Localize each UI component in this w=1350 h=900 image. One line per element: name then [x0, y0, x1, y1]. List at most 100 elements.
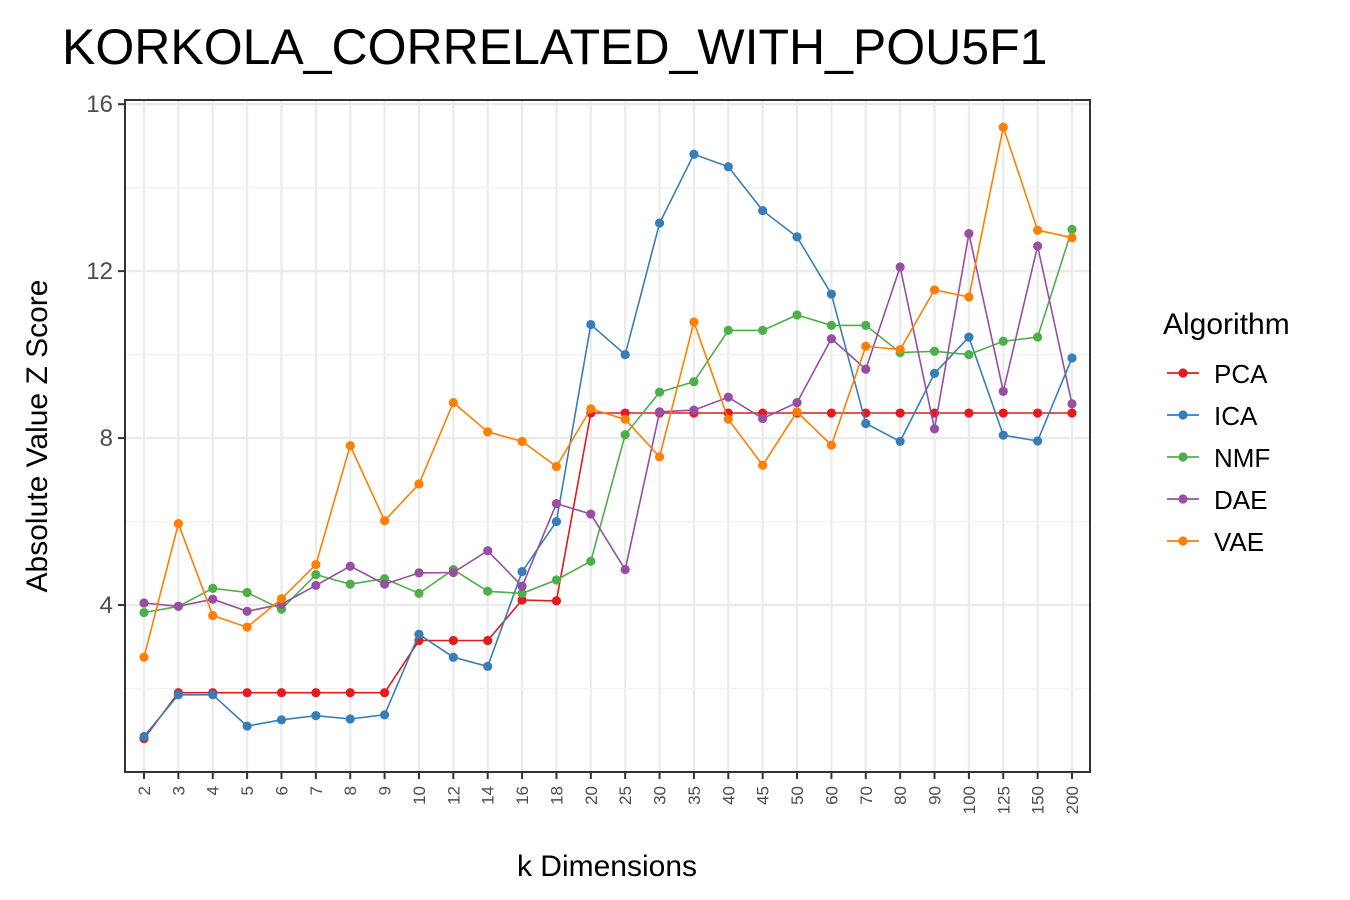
data-point-nmf: [826, 320, 837, 330]
x-tick-label: 80: [891, 786, 910, 805]
legend-item-vae: VAE: [1167, 527, 1264, 557]
x-tick-label: 70: [857, 786, 876, 805]
series-layer: [139, 122, 1077, 744]
legend-label: NMF: [1214, 443, 1270, 473]
data-point-ica: [964, 332, 974, 342]
x-tick-label: 8: [341, 786, 360, 795]
data-point-vae: [345, 441, 355, 451]
x-tick-label: 30: [651, 786, 670, 805]
x-tick-label: 16: [513, 786, 532, 805]
data-point-ica: [895, 436, 905, 447]
data-point-dae: [689, 405, 699, 415]
data-point-vae: [517, 436, 527, 447]
data-point-dae: [379, 579, 390, 589]
data-point-ica: [173, 690, 183, 700]
data-point-nmf: [208, 583, 218, 593]
data-point-ica: [414, 629, 424, 639]
data-point-nmf: [723, 325, 733, 335]
x-tick-label: 45: [754, 786, 773, 805]
plot-background: [125, 100, 1090, 772]
legend-key-point: [1178, 410, 1188, 420]
data-point-pca: [345, 688, 355, 698]
data-point-pca: [1067, 408, 1077, 418]
data-point-vae: [929, 285, 940, 295]
data-point-dae: [139, 598, 149, 608]
data-point-dae: [723, 392, 733, 402]
data-point-nmf: [345, 579, 355, 589]
data-point-nmf: [311, 569, 321, 580]
data-point-pca: [551, 596, 562, 606]
x-tick-label: 25: [616, 786, 635, 805]
series-vae: [139, 122, 1077, 662]
data-point-ica: [861, 418, 871, 429]
data-point-nmf: [929, 346, 940, 356]
x-tick-label: 5: [238, 786, 257, 795]
data-point-pca: [242, 688, 252, 698]
x-tick-label: 10: [410, 786, 429, 805]
data-point-dae: [861, 364, 871, 374]
data-point-ica: [139, 731, 149, 742]
x-axis: 2 3 4 5 6 7 8 9 10 12 14 16 18 20 25 30 35 40 45 50 60 70 80 90…: [135, 772, 1082, 814]
data-point-ica: [723, 162, 733, 172]
chart-title: KORKOLA_CORRELATED_WITH_POU5F1: [62, 19, 1047, 75]
data-point-dae: [998, 386, 1008, 396]
x-tick-label: 3: [169, 786, 188, 795]
data-point-pca: [483, 635, 493, 646]
data-point-vae: [1067, 233, 1077, 243]
data-point-vae: [689, 317, 699, 327]
data-point-ica: [448, 652, 458, 662]
data-point-ica: [483, 661, 493, 672]
data-point-pca: [998, 408, 1008, 418]
data-point-dae: [792, 398, 802, 408]
data-point-dae: [208, 594, 218, 604]
data-point-vae: [723, 414, 733, 424]
x-tick-label: 35: [685, 786, 704, 805]
data-point-vae: [792, 407, 802, 417]
x-tick-label: 2: [135, 786, 154, 795]
x-tick-label: 9: [376, 786, 395, 795]
x-tick-label: 20: [582, 786, 601, 805]
data-point-ica: [654, 218, 665, 228]
x-tick-label: 100: [960, 786, 979, 814]
y-tick-label: 4: [100, 592, 113, 619]
data-point-dae: [654, 407, 665, 417]
data-point-vae: [758, 460, 768, 470]
data-point-vae: [826, 440, 837, 450]
data-point-dae: [1033, 241, 1043, 251]
legend-item-ica: ICA: [1167, 401, 1258, 431]
plot-border: [124, 99, 1091, 773]
data-point-ica: [242, 721, 252, 731]
legend-item-pca: PCA: [1167, 359, 1268, 389]
data-point-vae: [551, 461, 562, 472]
data-point-nmf: [483, 586, 493, 596]
y-axis: 4 8 12 16: [86, 91, 125, 619]
data-point-dae: [551, 499, 562, 509]
legend-item-nmf: NMF: [1167, 443, 1270, 473]
data-point-dae: [483, 546, 493, 556]
data-point-nmf: [517, 588, 527, 598]
data-point-dae: [826, 334, 837, 344]
data-point-vae: [379, 516, 390, 526]
legend-label: DAE: [1214, 485, 1267, 515]
data-point-dae: [586, 509, 596, 519]
data-point-nmf: [792, 310, 802, 320]
y-tick-label: 12: [86, 258, 113, 285]
data-point-dae: [173, 601, 183, 611]
data-point-dae: [758, 413, 768, 424]
data-point-pca: [276, 688, 287, 698]
data-point-vae: [895, 345, 905, 355]
x-tick-label: 150: [1029, 786, 1048, 814]
y-tick-label: 8: [100, 425, 113, 452]
x-tick-label: 60: [822, 786, 841, 805]
x-tick-label: 50: [788, 786, 807, 805]
legend-key-point: [1178, 452, 1188, 462]
series-ica: [139, 149, 1077, 742]
data-point-ica: [1067, 353, 1077, 363]
data-point-ica: [517, 567, 527, 577]
y-tick-label: 16: [86, 91, 113, 118]
data-point-nmf: [620, 430, 630, 440]
grid: [125, 100, 1090, 772]
data-point-vae: [311, 559, 321, 570]
data-point-ica: [208, 690, 218, 700]
